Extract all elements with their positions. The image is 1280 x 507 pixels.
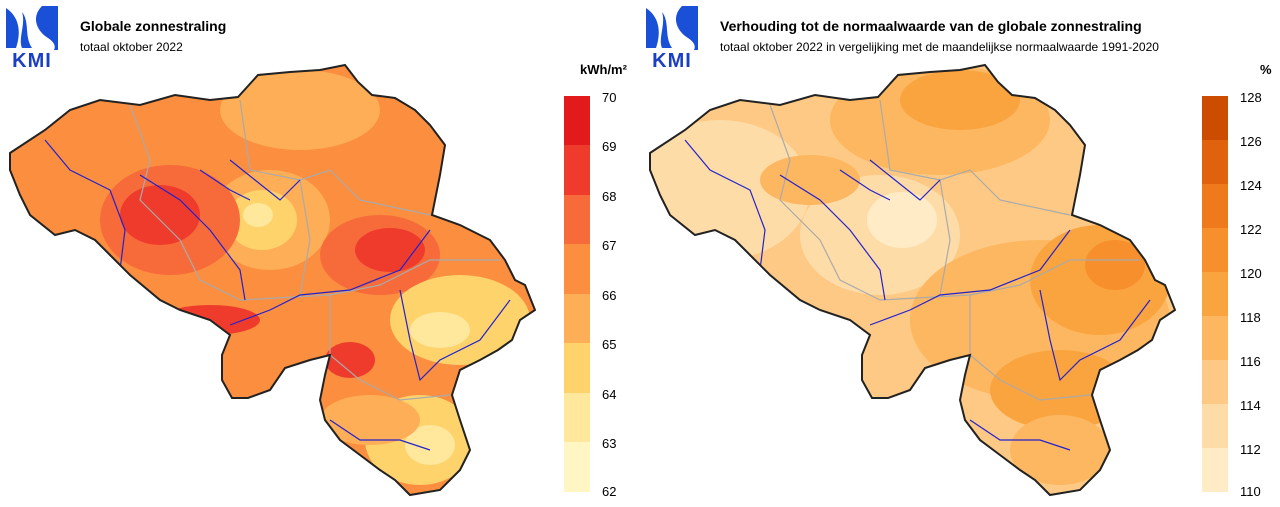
legend-label: 66	[602, 288, 617, 303]
legend-unit: kWh/m²	[580, 62, 627, 77]
map-subtitle: totaal oktober 2022	[80, 40, 183, 54]
legend-label: 68	[602, 189, 617, 204]
legend-swatch	[564, 343, 590, 393]
legend-swatch	[1202, 316, 1228, 360]
legend-scale: 128 126 124 122 120 118 116 114 112 110	[1202, 90, 1280, 499]
legend-label: 118	[1240, 310, 1261, 325]
legend-unit: %	[1260, 62, 1272, 77]
legend-swatch	[1202, 228, 1228, 272]
solar-radiation-panel: KMI Globale zonnestraling totaal oktober…	[6, 6, 640, 499]
legend-label: 69	[602, 139, 617, 154]
kmi-logo-text: KMI	[652, 50, 692, 72]
legend-label: 64	[602, 387, 617, 402]
kmi-logo-icon	[6, 6, 58, 50]
legend-swatch	[1202, 404, 1228, 448]
legend-label: 128	[1240, 90, 1262, 105]
legend-label: 65	[602, 337, 617, 352]
legend-swatch	[1202, 140, 1228, 184]
legend-label: 124	[1240, 178, 1262, 193]
legend-swatch	[1202, 448, 1228, 492]
legend-scale: 70 69 68 67 66 65 64 63 62	[564, 90, 640, 499]
legend-label: 126	[1240, 134, 1262, 149]
legend-label: 67	[602, 238, 617, 253]
belgium-ratio-map	[649, 64, 1176, 496]
belgium-radiation-map	[9, 64, 536, 496]
legend-label: 114	[1240, 398, 1261, 413]
legend-swatch	[564, 145, 590, 195]
legend-label: 112	[1240, 442, 1261, 457]
legend-label: 62	[602, 484, 617, 499]
legend-label: 110	[1240, 484, 1261, 499]
legend-label: 63	[602, 436, 617, 451]
legend-label: 122	[1240, 222, 1262, 237]
kmi-logo-icon	[646, 6, 698, 50]
map-subtitle: totaal oktober 2022 in vergelijking met …	[720, 40, 1159, 54]
legend-swatch	[564, 442, 590, 492]
legend-swatch	[564, 96, 590, 145]
legend-label: 116	[1240, 354, 1261, 369]
legend-swatch	[1202, 184, 1228, 228]
legend-swatch	[564, 244, 590, 294]
kmi-logo-text: KMI	[12, 50, 52, 72]
legend-swatch	[1202, 96, 1228, 140]
legend-label: 120	[1240, 266, 1262, 281]
legend-swatch	[1202, 272, 1228, 316]
map-title: Verhouding tot de normaalwaarde van de g…	[720, 18, 1142, 34]
legend-swatch	[1202, 360, 1228, 404]
legend-swatch	[564, 294, 590, 343]
legend-swatch	[564, 195, 590, 244]
radiation-ratio-panel: KMI Verhouding tot de normaalwaarde van …	[640, 0, 1280, 507]
map-title: Globale zonnestraling	[80, 18, 227, 34]
legend-label: 70	[602, 90, 617, 105]
legend-swatch	[564, 393, 590, 442]
